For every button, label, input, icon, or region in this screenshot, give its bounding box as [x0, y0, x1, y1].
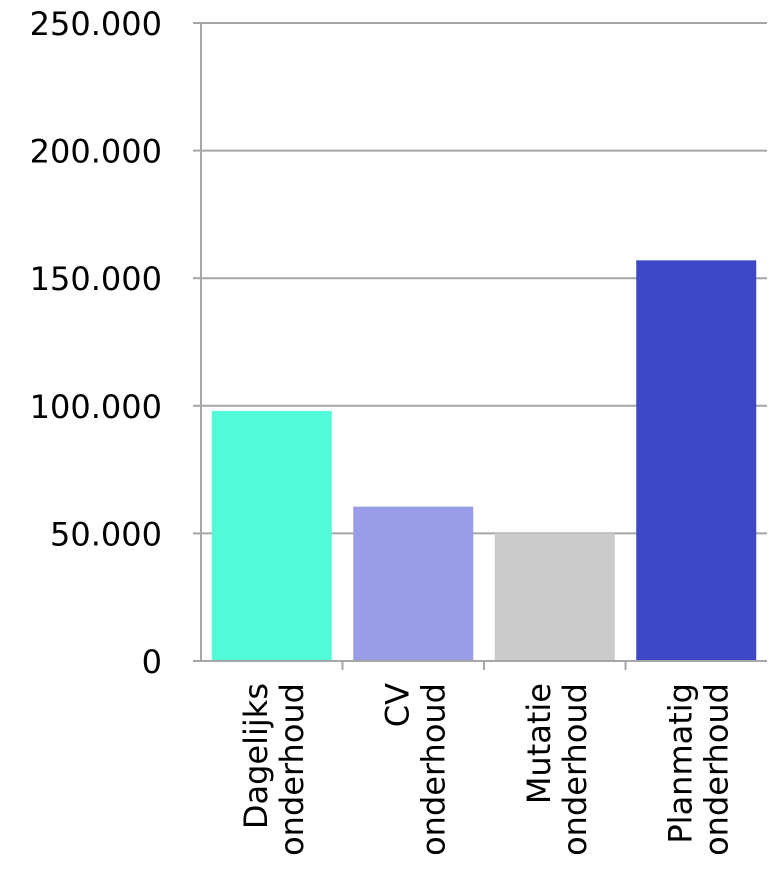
y-tick-label: 100.000: [30, 388, 162, 426]
y-tick-label: 0: [142, 643, 162, 681]
category-label-line: onderhoud: [414, 683, 452, 856]
category-label-line: onderhoud: [273, 683, 311, 856]
bars: [212, 260, 757, 661]
category-label-line: CV: [378, 683, 416, 727]
y-tick-label: 50.000: [50, 515, 162, 553]
y-tick-labels: 0 50.000 100.000 150.000 200.000 250.000: [30, 5, 162, 681]
bar: [636, 260, 756, 661]
y-tick-label: 200.000: [30, 133, 162, 171]
category-label-line: onderhoud: [556, 683, 594, 856]
category-label-line: Dagelijks: [237, 683, 275, 829]
category-label-line: onderhoud: [697, 683, 735, 856]
y-tick-label: 250.000: [30, 5, 162, 43]
bar: [495, 533, 615, 661]
category-label-line: Planmatig: [661, 683, 699, 844]
category-label-line: Mutatie: [520, 683, 558, 804]
bar: [212, 411, 332, 661]
y-tick-label: 150.000: [30, 260, 162, 298]
bar: [353, 507, 473, 661]
